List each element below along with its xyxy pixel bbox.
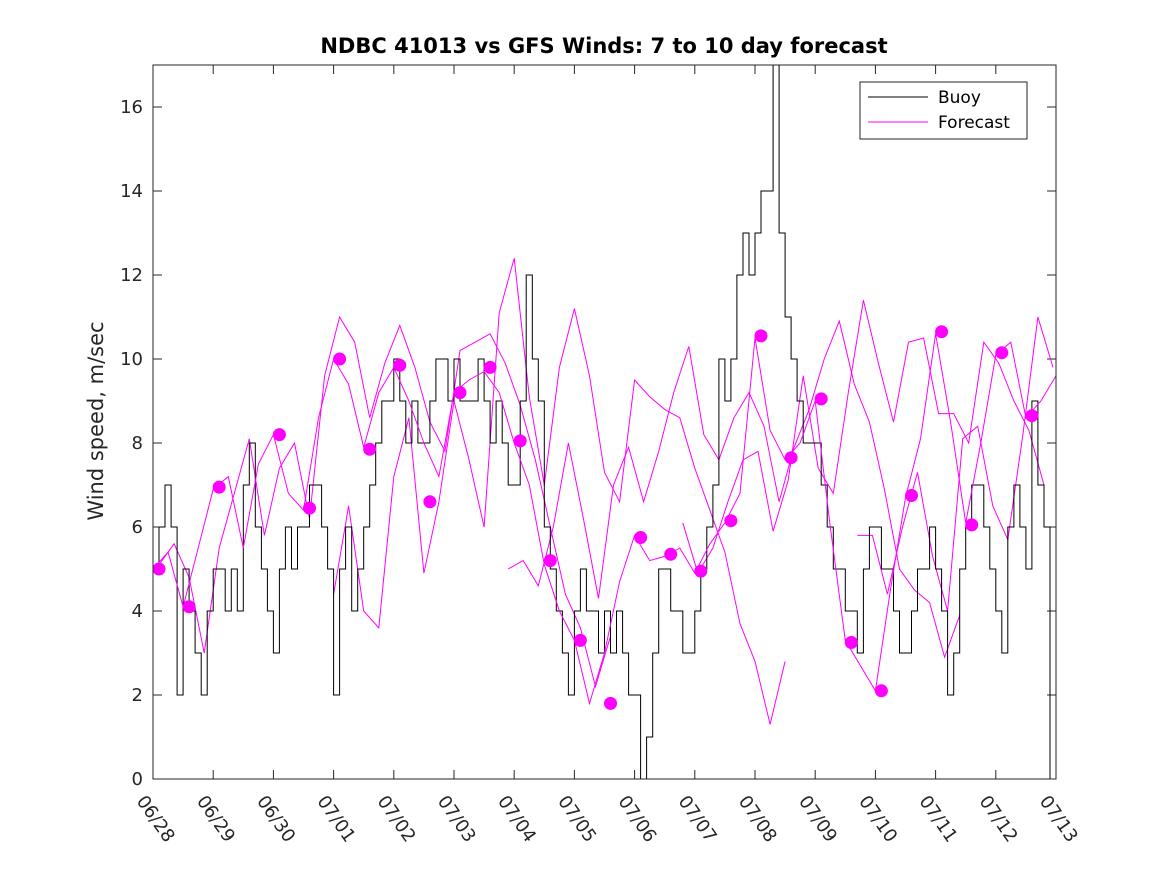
plot-area [152, 64, 1057, 780]
y-tick-label: 8 [132, 433, 143, 454]
legend-forecast-label: Forecast [938, 113, 1010, 133]
buoy-series-line [153, 64, 1051, 780]
forecast-marker [844, 636, 858, 649]
forecast-marker [543, 554, 557, 568]
forecast-marker [483, 360, 497, 374]
y-tick-label: 10 [120, 349, 143, 370]
x-tick-label: 07/08 [734, 792, 781, 847]
forecast-marker [905, 489, 918, 502]
y-tick-label: 2 [132, 685, 143, 706]
forecast-marker [935, 325, 949, 339]
x-tick-label: 07/10 [854, 792, 901, 847]
forecast-marker [393, 358, 407, 372]
x-tick-label: 07/03 [433, 792, 480, 847]
y-tick-label: 14 [120, 181, 143, 202]
x-tick-label: 06/30 [252, 792, 299, 847]
y-tick-label: 0 [132, 769, 143, 790]
forecast-marker [453, 386, 467, 400]
legend-box [859, 81, 1028, 140]
x-tick-label: 06/28 [132, 792, 179, 847]
x-tick-label: 07/05 [553, 792, 600, 847]
forecast-marker [604, 696, 617, 710]
x-tick-label: 07/07 [674, 792, 721, 847]
forecast-marker [182, 600, 196, 614]
legend: Buoy Forecast [859, 81, 1028, 140]
forecast-marker [152, 562, 166, 576]
y-tick-label: 4 [132, 601, 143, 622]
forecast-run-line [158, 315, 611, 689]
x-tick-label: 07/02 [373, 792, 420, 847]
chart-title: NDBC 41013 vs GFS Winds: 7 to 10 day for… [320, 34, 887, 58]
y-axis-label: Wind speed, m/sec [84, 321, 108, 520]
forecast-marker [363, 442, 377, 456]
forecast-marker [754, 329, 768, 343]
forecast-run-line [857, 316, 1054, 612]
x-tick-label: 07/13 [1035, 792, 1082, 847]
forecast-marker [784, 451, 798, 465]
x-tick-label: 07/01 [313, 792, 360, 847]
x-tick-label: 07/06 [614, 792, 661, 847]
forecast-marker [965, 518, 979, 532]
forecast-marker [573, 633, 587, 647]
x-tick-label: 07/11 [915, 792, 962, 847]
y-tick-label: 16 [120, 97, 143, 118]
forecast-marker [634, 531, 648, 544]
x-tick-label: 07/09 [794, 792, 841, 847]
x-tick-label: 07/12 [975, 792, 1022, 847]
x-tick-label: 06/29 [192, 792, 239, 847]
forecast-marker [333, 352, 347, 366]
forecast-marker [814, 392, 828, 406]
forecast-marker [423, 495, 437, 509]
forecast-marker [874, 684, 888, 698]
y-tick-label: 6 [132, 517, 143, 538]
forecast-marker [513, 434, 527, 448]
forecast-marker [1025, 409, 1039, 423]
y-tick-label: 12 [120, 265, 143, 286]
legend-buoy-label: Buoy [938, 88, 981, 108]
forecast-run-line [333, 258, 786, 725]
forecast-marker [272, 428, 286, 442]
plot-frame [152, 64, 1057, 780]
forecast-marker [212, 480, 226, 494]
forecast-marker [303, 501, 316, 515]
forecast-marker [724, 514, 738, 528]
forecast-marker [694, 564, 708, 578]
x-tick-label: 07/04 [493, 792, 540, 847]
forecast-marker [664, 547, 678, 561]
forecast-run-line [507, 319, 961, 659]
forecast-marker [995, 346, 1009, 360]
